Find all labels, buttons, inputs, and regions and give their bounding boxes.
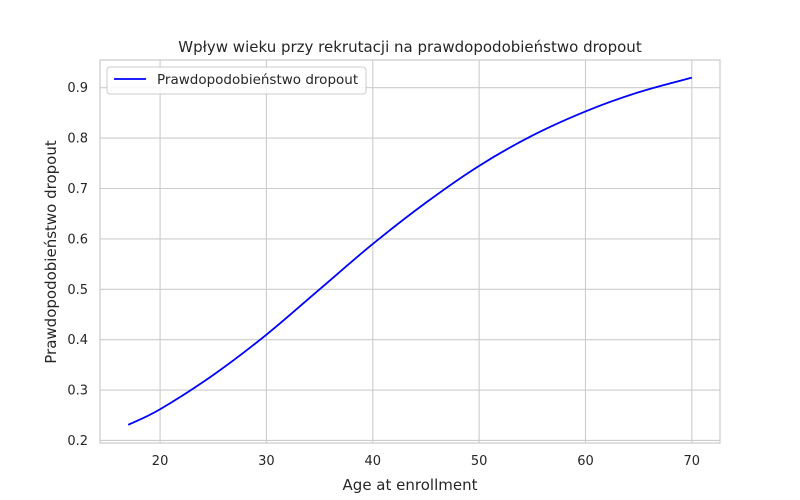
plot-frame: [99, 59, 721, 444]
y-tick-label: 0.8: [67, 132, 88, 147]
y-tick-label: 0.5: [67, 283, 88, 298]
y-tick-label: 0.3: [67, 384, 88, 399]
y-tick-label: 0.6: [67, 232, 88, 247]
y-axis-label: Prawdopodobieństwo dropout: [42, 140, 60, 364]
y-tick-label: 0.9: [67, 81, 88, 96]
x-tick-label: 40: [365, 454, 382, 469]
legend-label: Prawdopodobieństwo dropout: [157, 72, 358, 88]
grid-layer: [100, 60, 720, 443]
x-tick-label: 70: [684, 454, 701, 469]
series-layer: [127, 76, 693, 426]
x-tick-label: 30: [258, 454, 275, 469]
chart-title: Wpływ wieku przy rekrutacji na prawdopod…: [178, 38, 642, 56]
x-tick-label: 20: [152, 454, 169, 469]
legend: Prawdopodobieństwo dropout: [106, 66, 367, 95]
y-tick-label: 0.2: [67, 434, 88, 449]
x-tick-label: 50: [471, 454, 488, 469]
tick-layer: 20 30 40 50 60 70 0.2 0.3 0.4 0.5 0.6 0.7 0.8 0.9: [67, 81, 700, 469]
series-line: [127, 76, 693, 426]
x-tick-label: 60: [577, 454, 594, 469]
y-tick-label: 0.7: [67, 182, 88, 197]
y-tick-label: 0.4: [67, 333, 88, 348]
legend-box: [106, 66, 367, 95]
x-axis-label: Age at enrollment: [343, 476, 478, 494]
